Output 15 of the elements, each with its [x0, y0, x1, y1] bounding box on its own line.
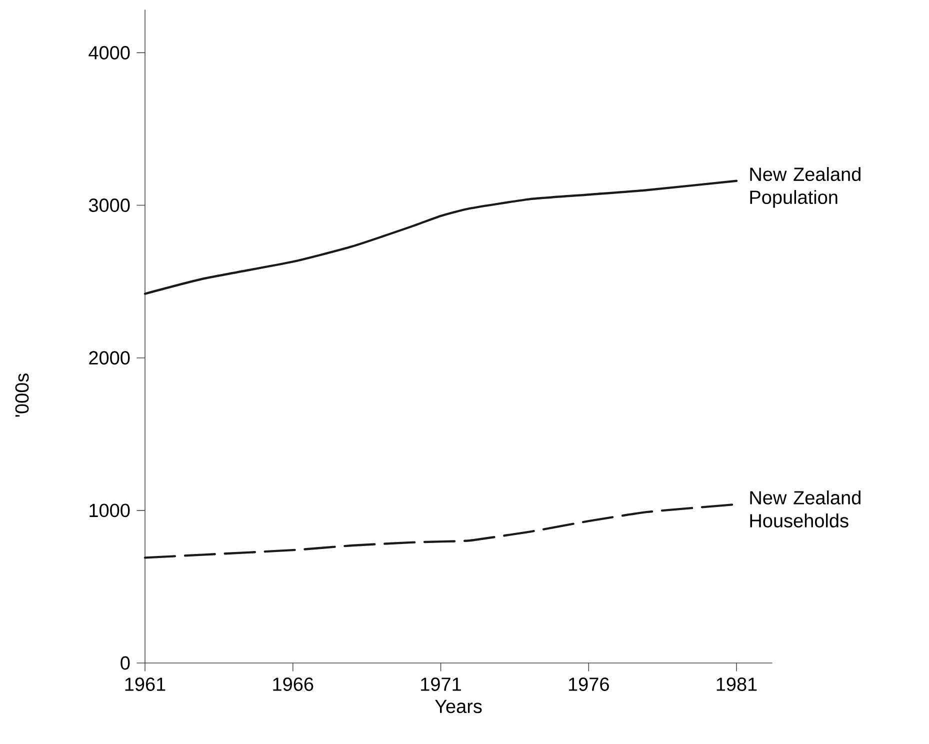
line-series	[144, 180, 738, 295]
series-label: New Zealand Population	[750, 167, 860, 208]
series-label: New Zealand Households	[750, 490, 860, 528]
y-tick-label: 0	[120, 656, 130, 670]
y-tick-label: 1000	[90, 504, 130, 518]
x-tick-label: 1961	[125, 678, 166, 691]
x-tick-label: 1981	[716, 678, 757, 691]
x-tick-label: 1966	[273, 678, 314, 691]
x-tick-label: 1971	[421, 678, 461, 691]
y-axis-title: '000s	[15, 374, 29, 417]
x-axis-title: Years	[434, 700, 482, 714]
x-tick-label: 1976	[568, 678, 609, 691]
y-tick-label: 2000	[89, 351, 130, 365]
y-tick-label: 4000	[88, 46, 130, 60]
y-tick-label: 3000	[88, 198, 130, 212]
